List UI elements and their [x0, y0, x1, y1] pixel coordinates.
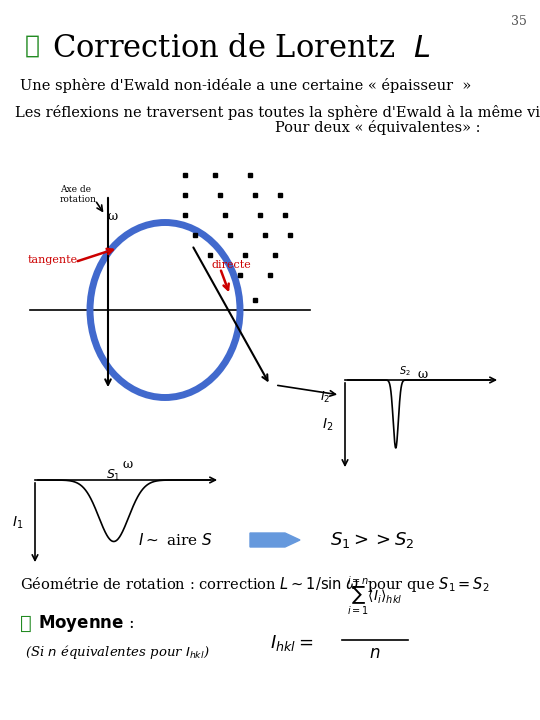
Text: $S_1 >> S_2$: $S_1 >> S_2$: [330, 530, 414, 550]
Text: ω: ω: [417, 368, 428, 381]
Text: $\bf{Moyenne}$ :: $\bf{Moyenne}$ :: [38, 613, 134, 634]
Text: ω: ω: [108, 210, 118, 223]
Text: ❖: ❖: [20, 615, 32, 633]
Text: $\sum_{i=1}^{i=n}\langle I_i\rangle_{hkl}$: $\sum_{i=1}^{i=n}\langle I_i\rangle_{hkl…: [347, 575, 403, 618]
FancyArrow shape: [250, 533, 300, 547]
Text: tangente: tangente: [28, 255, 78, 265]
Text: $S_2$: $S_2$: [399, 364, 410, 378]
Text: Géométrie de rotation : correction $L \sim 1/\sin\,\omega$  pour que $S_1 = S_2$: Géométrie de rotation : correction $L \s…: [20, 575, 490, 594]
Text: $S_1$: $S_1$: [106, 468, 121, 483]
Text: Les réflexions ne traversent pas toutes la sphère d'Ewald à la même vitesse: Les réflexions ne traversent pas toutes …: [15, 105, 540, 120]
Text: ❖: ❖: [25, 35, 40, 58]
Text: Une sphère d'Ewald non-idéale a une certaine « épaisseur  »: Une sphère d'Ewald non-idéale a une cert…: [20, 78, 471, 93]
Text: Correction de Lorentz  $L$: Correction de Lorentz $L$: [52, 33, 431, 64]
Text: $n$: $n$: [369, 645, 381, 662]
Text: (Si $n$ équivalentes pour $I_{hkl}$): (Si $n$ équivalentes pour $I_{hkl}$): [25, 643, 210, 661]
Text: $I \sim$ aire $S$: $I \sim$ aire $S$: [138, 532, 212, 548]
Text: $I_{hkl}=$: $I_{hkl}=$: [270, 633, 313, 653]
Text: $I_2$: $I_2$: [320, 390, 330, 405]
Text: $I_2$: $I_2$: [322, 417, 333, 433]
Text: directe: directe: [212, 260, 252, 270]
Text: Axe de
rotation: Axe de rotation: [60, 185, 97, 204]
Text: 35: 35: [511, 15, 527, 28]
Text: Pour deux « équivalentes» :: Pour deux « équivalentes» :: [275, 120, 481, 135]
Text: ω: ω: [123, 458, 132, 471]
Text: $I_1$: $I_1$: [12, 514, 23, 531]
